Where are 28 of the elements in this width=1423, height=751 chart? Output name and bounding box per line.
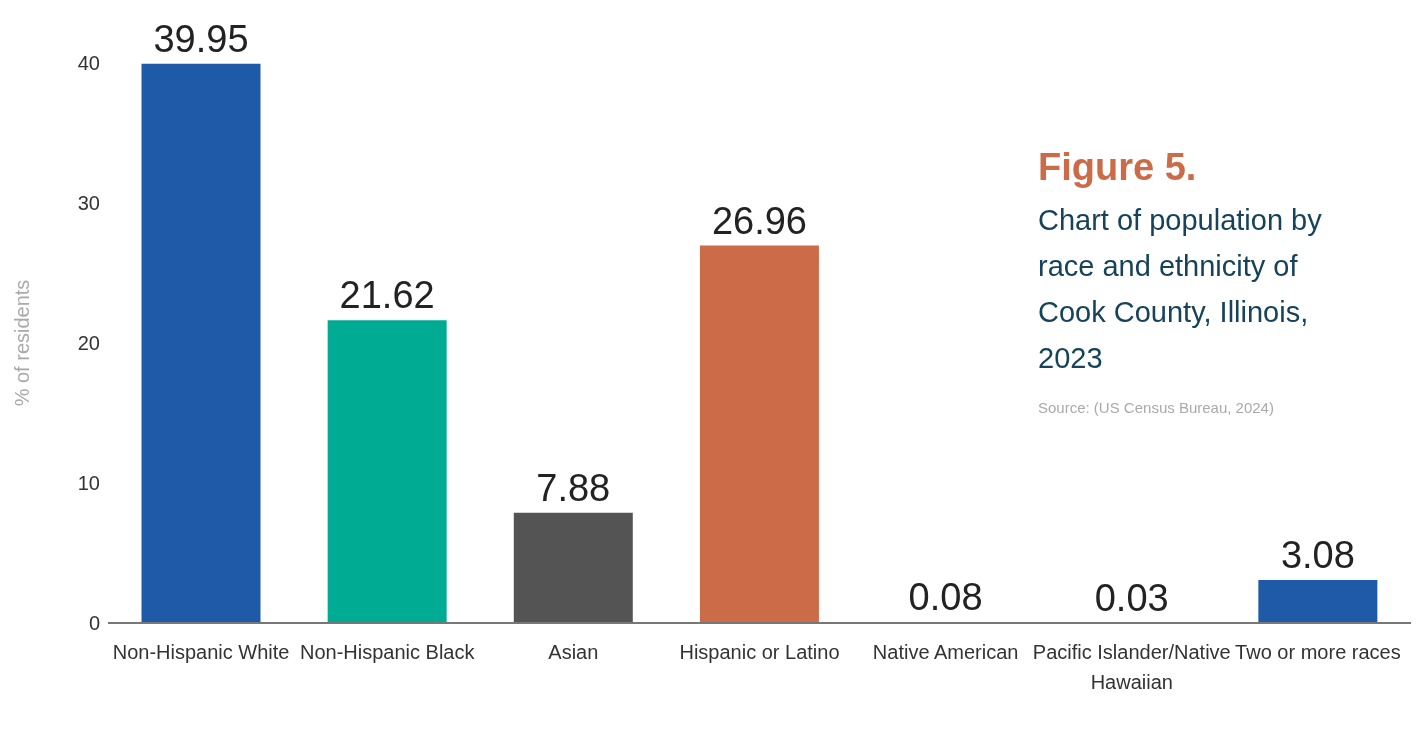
x-tick-label: Non-Hispanic Black bbox=[299, 641, 476, 664]
data-label: 39.95 bbox=[153, 17, 249, 60]
x-tick-label: Non-Hispanic White bbox=[112, 641, 290, 664]
x-tick-label: Hispanic or Latino bbox=[679, 641, 840, 664]
bar bbox=[327, 320, 447, 623]
data-label: 0.03 bbox=[1094, 576, 1169, 619]
x-tick-label: Asian bbox=[548, 641, 599, 664]
y-tick-label: 0 bbox=[88, 612, 100, 635]
x-tick-label: Pacific Islander/Native Hawaiian bbox=[1032, 641, 1231, 694]
bar bbox=[141, 63, 261, 623]
y-tick-label: 20 bbox=[77, 332, 100, 355]
y-tick-label: 10 bbox=[77, 472, 100, 495]
x-tick-label: Native American bbox=[872, 641, 1019, 664]
y-axis-title: % of residents bbox=[11, 279, 34, 407]
bar bbox=[1258, 579, 1378, 623]
annotation: Source: (US Census Bureau, 2024) bbox=[1038, 399, 1275, 416]
bar bbox=[513, 512, 633, 623]
data-label: 7.88 bbox=[536, 466, 611, 509]
data-label: 0.08 bbox=[908, 575, 983, 618]
data-label: 26.96 bbox=[711, 199, 807, 242]
text: Chart of population by race and ethnicity of Cook County, Illinois, 2023 bbox=[1038, 203, 1323, 376]
text: Figure 5. bbox=[1038, 146, 1198, 189]
bar bbox=[699, 245, 819, 623]
y-tick-label: 30 bbox=[77, 192, 100, 215]
data-label: 3.08 bbox=[1280, 533, 1355, 576]
y-tick-label: 40 bbox=[77, 52, 100, 75]
data-label: 21.62 bbox=[339, 274, 435, 317]
x-tick-label: Two or more races bbox=[1235, 641, 1401, 664]
